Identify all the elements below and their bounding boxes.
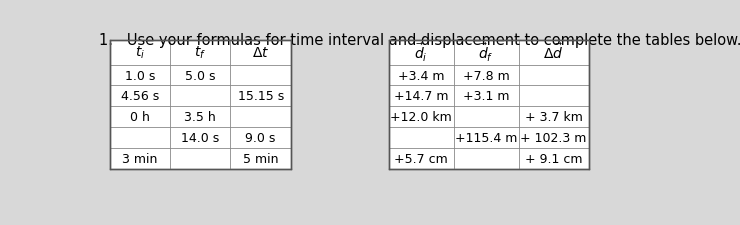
Text: 3 min: 3 min — [122, 152, 158, 165]
Text: $\Delta t$: $\Delta t$ — [252, 45, 269, 59]
Text: $\vec{d}_i$: $\vec{d}_i$ — [414, 41, 428, 63]
Text: 14.0 s: 14.0 s — [181, 131, 219, 144]
Text: 3.5 h: 3.5 h — [184, 111, 216, 124]
Text: +5.7 cm: +5.7 cm — [394, 152, 448, 165]
Text: +7.8 m: +7.8 m — [462, 69, 510, 82]
Bar — [388, 41, 588, 169]
Text: 15.15 s: 15.15 s — [238, 90, 284, 103]
Text: + 9.1 cm: + 9.1 cm — [525, 152, 582, 165]
Text: +14.7 m: +14.7 m — [394, 90, 448, 103]
Text: $t_i$: $t_i$ — [135, 44, 145, 61]
Text: +3.4 m: +3.4 m — [398, 69, 444, 82]
Text: 9.0 s: 9.0 s — [246, 131, 276, 144]
Text: 5 min: 5 min — [243, 152, 278, 165]
Text: 0 h: 0 h — [130, 111, 149, 124]
Text: +3.1 m: +3.1 m — [463, 90, 509, 103]
Text: $\vec{d}_f$: $\vec{d}_f$ — [478, 41, 494, 63]
Text: 1.0 s: 1.0 s — [124, 69, 155, 82]
Text: +115.4 m: +115.4 m — [455, 131, 517, 144]
Text: +12.0 km: +12.0 km — [390, 111, 452, 124]
Text: 5.0 s: 5.0 s — [185, 69, 215, 82]
Text: 1.   Use your formulas for time interval and displacement to complete the tables: 1. Use your formulas for time interval a… — [98, 33, 740, 48]
Bar — [110, 41, 291, 169]
Text: $t_f$: $t_f$ — [194, 44, 206, 61]
Text: + 102.3 m: + 102.3 m — [520, 131, 587, 144]
Bar — [388, 41, 588, 169]
Text: 4.56 s: 4.56 s — [121, 90, 159, 103]
Bar — [110, 41, 291, 169]
Text: + 3.7 km: + 3.7 km — [525, 111, 582, 124]
Text: $\Delta\vec{d}$: $\Delta\vec{d}$ — [543, 43, 564, 62]
